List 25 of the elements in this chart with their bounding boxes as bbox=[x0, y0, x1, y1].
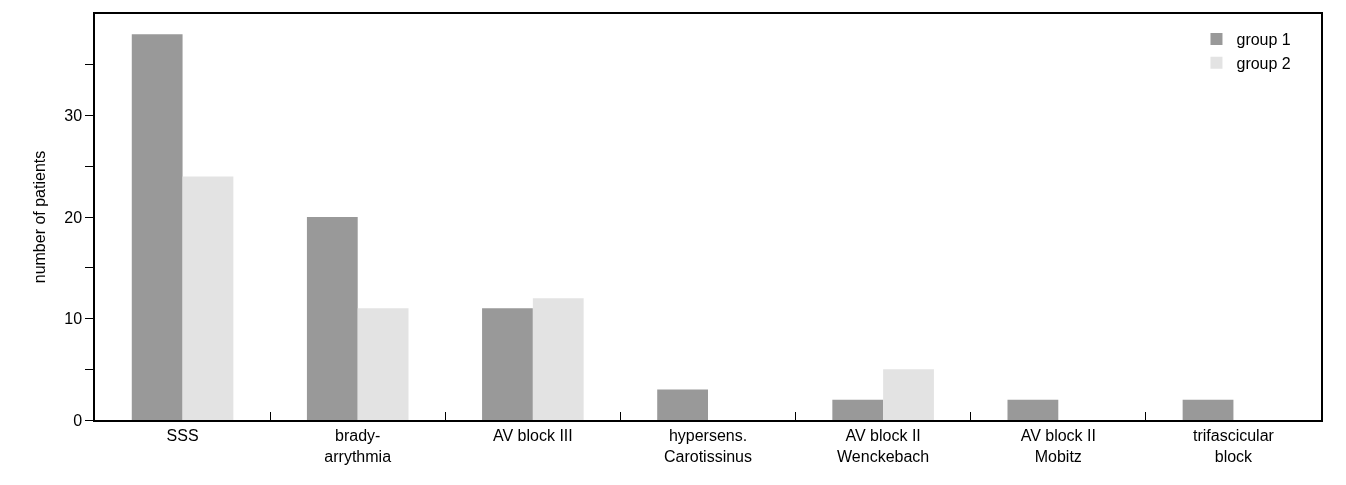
x-tick-label: AV block II Wenckebach bbox=[837, 426, 930, 465]
bar bbox=[1182, 399, 1234, 420]
bar bbox=[357, 308, 409, 420]
bar bbox=[832, 399, 884, 420]
bar bbox=[306, 217, 358, 420]
bar bbox=[532, 298, 584, 420]
x-tick-label: AV block II Mobitz bbox=[1020, 426, 1096, 465]
x-tick-label: AV block III bbox=[492, 426, 573, 444]
bar bbox=[482, 308, 533, 420]
x-tick-label: brady- arrythmia bbox=[324, 426, 392, 465]
y-tick-label: 20 bbox=[64, 208, 83, 226]
bar bbox=[883, 369, 934, 420]
x-tick-label: trifascicular block bbox=[1192, 426, 1275, 465]
y-tick-label: 10 bbox=[64, 310, 83, 328]
legend-label: group 1 bbox=[1236, 31, 1291, 49]
x-tick-label: hypersens. Carotissinus bbox=[663, 426, 753, 465]
bar bbox=[657, 389, 708, 420]
bar bbox=[131, 34, 183, 420]
y-axis-title: number of patients bbox=[30, 150, 48, 284]
bar bbox=[182, 176, 234, 420]
legend-label: group 2 bbox=[1236, 55, 1291, 73]
y-tick-label: 0 bbox=[73, 411, 83, 429]
x-tick-label: SSS bbox=[166, 426, 199, 444]
bar bbox=[1007, 399, 1059, 420]
y-tick-label: 30 bbox=[64, 107, 83, 125]
